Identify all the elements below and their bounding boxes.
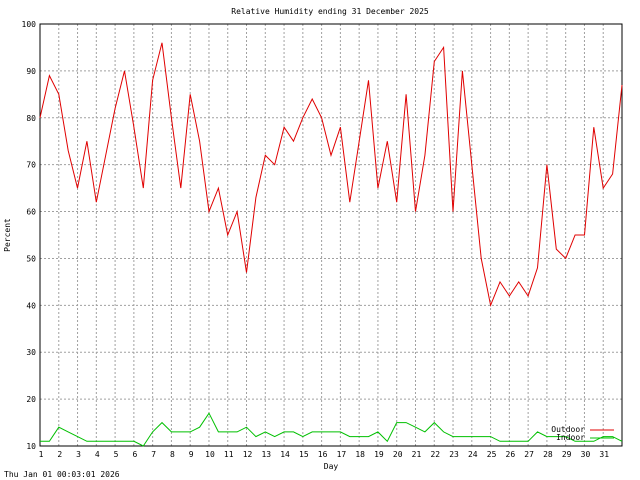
chart-title: Relative Humidity ending 31 December 202…: [231, 7, 429, 16]
x-tick-label: 19: [374, 450, 384, 459]
x-tick-label: 28: [543, 450, 553, 459]
footer: Thu Jan 01 00:03:01 2026: [4, 470, 120, 479]
x-tick-label: 26: [506, 450, 516, 459]
x-tick-label: 16: [318, 450, 328, 459]
y-tick-label: 90: [26, 67, 36, 76]
x-tick-label: 18: [355, 450, 365, 459]
x-tick-label: 29: [562, 450, 572, 459]
legend-label: Outdoor: [551, 425, 585, 434]
y-axis-label: Percent: [3, 218, 12, 252]
x-tick-label: 3: [76, 450, 81, 459]
x-tick-label: 31: [599, 450, 609, 459]
x-tick-label: 23: [449, 450, 459, 459]
x-tick-label: 24: [468, 450, 478, 459]
x-tick-label: 6: [132, 450, 137, 459]
x-tick-label: 20: [393, 450, 403, 459]
x-tick-label: 11: [224, 450, 234, 459]
x-tick-label: 13: [261, 450, 271, 459]
plot-frame: [39, 23, 623, 447]
y-tick-label: 70: [26, 161, 36, 170]
x-axis-label: Day: [324, 462, 339, 471]
x-tick-label: 15: [299, 450, 309, 459]
x-tick-label: 30: [581, 450, 591, 459]
y-tick-label: 100: [22, 20, 37, 29]
x-tick-label: 12: [243, 450, 253, 459]
x-tick-label: 9: [189, 450, 194, 459]
plot-area: [40, 24, 622, 446]
x-tick-label: 5: [114, 450, 119, 459]
x-tick-label: 7: [151, 450, 156, 459]
x-tick-label: 14: [280, 450, 290, 459]
x-tick-label: 4: [95, 450, 100, 459]
series-line: [40, 412, 623, 447]
x-tick-label: 8: [170, 450, 175, 459]
legend-label: Indoor: [556, 433, 585, 442]
y-tick-label: 50: [26, 254, 36, 263]
y-tick-label: 20: [26, 395, 36, 404]
x-tick-label: 2: [57, 450, 62, 459]
x-tick-label: 10: [205, 450, 215, 459]
x-tick-label: 21: [412, 450, 422, 459]
y-tick-label: 40: [26, 301, 36, 310]
x-tick-label: 1: [39, 450, 44, 459]
x-tick-label: 17: [337, 450, 347, 459]
x-tick-label: 22: [430, 450, 440, 459]
series-line: [39, 42, 623, 308]
y-tick-label: 10: [26, 442, 36, 451]
x-tick-label: 27: [524, 450, 534, 459]
y-tick-label: 80: [26, 114, 36, 123]
y-tick-label: 30: [26, 348, 36, 357]
y-tick-label: 60: [26, 208, 36, 217]
x-tick-label: 25: [487, 450, 497, 459]
